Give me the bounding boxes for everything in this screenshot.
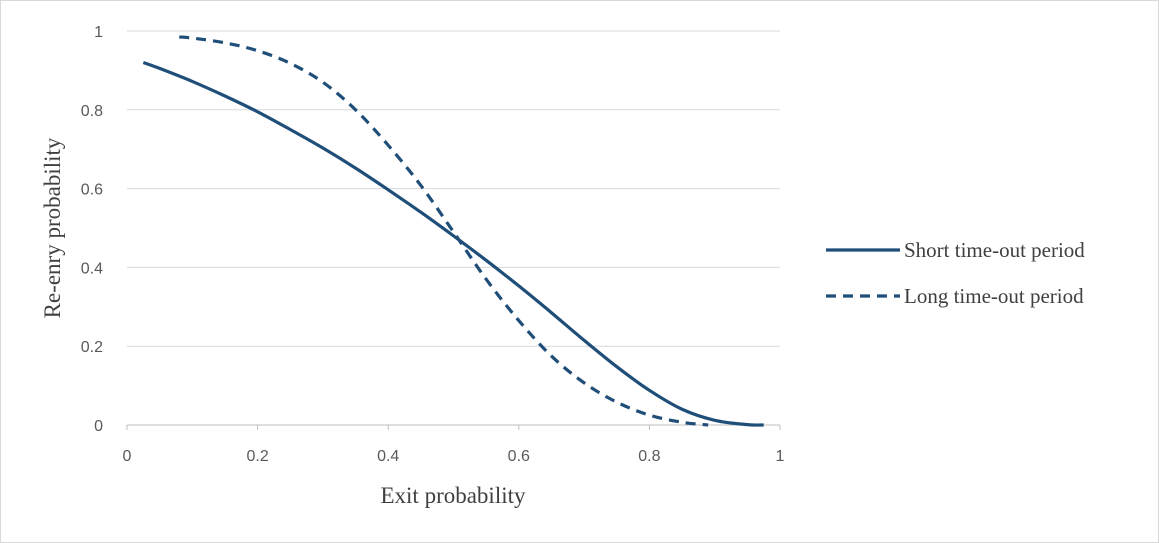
series-line-long-time-out [179, 35, 709, 427]
x-tick-label: 0.4 [377, 448, 399, 465]
legend: Short time-out period Long time-out peri… [826, 238, 1085, 308]
y-tick-label: 0.6 [81, 182, 103, 199]
legend-label-long: Long time-out period [904, 284, 1084, 308]
series-line-short-time-out [142, 61, 764, 427]
y-tick-label: 0.8 [81, 103, 103, 120]
x-tick-labels: 0 0.2 0.4 0.6 0.8 1 [123, 448, 785, 465]
gridlines [126, 30, 781, 430]
y-tick-label: 1 [94, 24, 103, 41]
x-tick-label: 0.8 [638, 448, 660, 465]
x-tick-label: 1 [776, 448, 785, 465]
y-tick-label: 0 [94, 418, 103, 435]
y-tick-label: 0.4 [81, 260, 103, 277]
series-lines [142, 35, 764, 427]
x-tick-label: 0 [123, 448, 132, 465]
y-tick-label: 0.2 [81, 339, 103, 356]
x-axis-title: Exit probability [380, 483, 526, 508]
y-axis-title: Re-enry probability [40, 137, 65, 318]
x-tick-label: 0.2 [246, 448, 268, 465]
y-tick-labels: 0 0.2 0.4 0.6 0.8 1 [81, 24, 103, 435]
x-tick-label: 0.6 [508, 448, 530, 465]
legend-label-short: Short time-out period [904, 238, 1085, 262]
